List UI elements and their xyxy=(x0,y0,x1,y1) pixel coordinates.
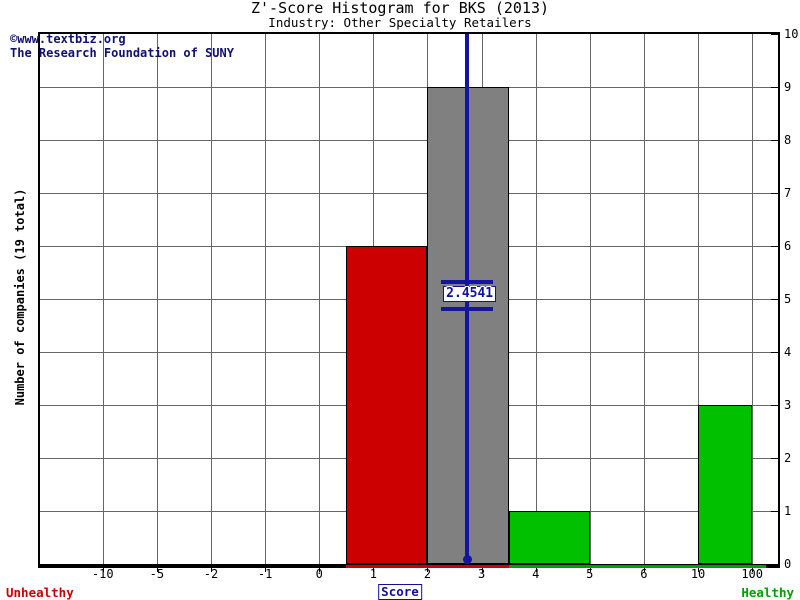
gridline-horizontal xyxy=(40,193,778,194)
plot-area: 2.4541 xyxy=(38,32,780,566)
y-tick-label: 10 xyxy=(784,27,799,41)
x-tick-label: 10 xyxy=(690,567,706,581)
x-tick-label: 2 xyxy=(423,567,432,581)
y-tick-label: 7 xyxy=(784,186,792,200)
x-tick-label: 5 xyxy=(586,567,594,581)
y-tick-label: 2 xyxy=(784,451,792,465)
x-tick-mark xyxy=(698,566,700,572)
gridline-horizontal xyxy=(40,87,778,88)
gridline-vertical xyxy=(210,34,212,564)
gridline-vertical xyxy=(319,34,321,564)
y-tick-mark xyxy=(771,34,778,35)
x-tick-label: -2 xyxy=(203,567,219,581)
x-tick-mark xyxy=(373,566,375,572)
watermark-line-1: ©www.textbiz.org xyxy=(10,32,126,46)
x-tick-mark xyxy=(265,566,267,572)
gridline-vertical xyxy=(535,34,537,564)
x-tick-label: 6 xyxy=(640,567,648,581)
x-tick-label: -5 xyxy=(149,567,165,581)
histogram-bar xyxy=(346,246,428,564)
gridline-vertical xyxy=(643,34,645,564)
x-tick-mark xyxy=(481,566,483,572)
y-tick-mark xyxy=(771,246,778,247)
x-tick-mark xyxy=(427,566,429,572)
y-tick-label: 5 xyxy=(784,292,792,306)
y-tick-mark xyxy=(771,193,778,194)
gridline-vertical xyxy=(156,34,158,564)
gridline-vertical xyxy=(698,34,700,564)
y-tick-label: 0 xyxy=(784,557,792,571)
healthy-label: Healthy xyxy=(741,585,794,600)
x-tick-mark xyxy=(589,566,591,572)
x-tick-label: 100 xyxy=(741,567,763,581)
axis-baseline-healthy xyxy=(508,565,767,568)
x-tick-label: 4 xyxy=(532,567,540,581)
y-tick-label: 6 xyxy=(784,239,792,253)
y-tick-mark xyxy=(771,140,778,141)
x-tick-label: 1 xyxy=(369,567,377,581)
histogram-bar xyxy=(698,405,753,564)
x-tick-label: -1 xyxy=(257,567,273,581)
y-tick-label: 3 xyxy=(784,398,792,412)
unhealthy-label: Unhealthy xyxy=(6,585,74,600)
chart-title: Z'-Score Histogram for BKS (2013) xyxy=(250,0,549,17)
x-tick-label: 0 xyxy=(315,567,323,581)
y-tick-mark xyxy=(771,87,778,88)
x-tick-mark xyxy=(319,566,321,572)
gridline-vertical xyxy=(102,34,104,564)
score-marker-dot xyxy=(462,555,472,564)
y-tick-mark xyxy=(771,564,778,565)
x-tick-mark xyxy=(156,566,158,572)
gridline-horizontal xyxy=(40,140,778,141)
y-tick-mark xyxy=(771,511,778,512)
score-marker-cap xyxy=(441,306,494,311)
x-tick-mark xyxy=(643,566,645,572)
y-tick-mark xyxy=(771,405,778,406)
watermark: ©www.textbiz.org The Research Foundation… xyxy=(10,32,234,60)
gridline-vertical xyxy=(265,34,267,564)
x-tick-mark xyxy=(535,566,537,572)
x-tick-label: -10 xyxy=(91,567,114,581)
y-tick-label: 4 xyxy=(784,345,792,359)
y-tick-mark xyxy=(771,299,778,300)
gridline-vertical xyxy=(752,34,754,564)
x-axis-label-score: Score xyxy=(378,584,422,600)
y-tick-label: 9 xyxy=(784,80,792,94)
x-tick-mark xyxy=(102,566,104,572)
y-tick-label: 1 xyxy=(784,504,792,518)
histogram-bar xyxy=(508,511,590,564)
y-axis-label: Number of companies (19 total) xyxy=(13,188,27,406)
score-marker-label: 2.4541 xyxy=(443,285,497,302)
y-tick-mark xyxy=(771,458,778,459)
x-tick-mark xyxy=(210,566,212,572)
gridline-vertical xyxy=(589,34,591,564)
y-tick-mark xyxy=(771,352,778,353)
watermark-line-2: The Research Foundation of SUNY xyxy=(10,46,234,60)
x-tick-label: 3 xyxy=(477,567,486,581)
x-tick-mark xyxy=(752,566,754,572)
chart-subtitle: Industry: Other Specialty Retailers xyxy=(268,15,532,30)
score-marker-cap xyxy=(441,280,494,285)
y-tick-label: 8 xyxy=(784,133,792,147)
